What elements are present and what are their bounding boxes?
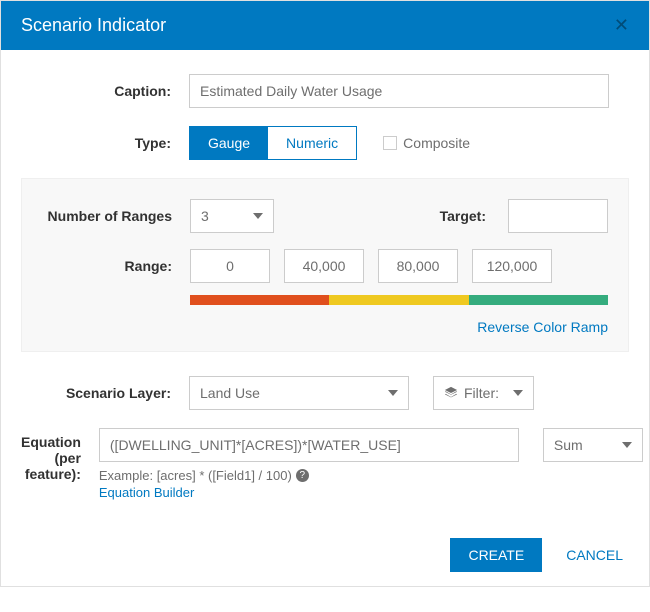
ranges-panel: Number of Ranges 3 Target: Range: (21, 178, 629, 352)
equation-row: Equation (per feature): Sum Example: [ac… (21, 428, 629, 500)
type-gauge-button[interactable]: Gauge (190, 127, 268, 159)
chevron-down-icon (513, 390, 523, 396)
composite-label: Composite (403, 135, 470, 151)
num-ranges-row: Number of Ranges 3 Target: (22, 199, 608, 233)
create-button[interactable]: CREATE (450, 538, 542, 572)
caption-row: Caption: (21, 74, 629, 108)
num-ranges-select[interactable]: 3 (190, 199, 274, 233)
chevron-down-icon (622, 442, 632, 448)
caption-label: Caption: (21, 83, 189, 99)
scenario-layer-row: Scenario Layer: Land Use Filter: (21, 376, 629, 410)
range-input-3[interactable] (472, 249, 552, 283)
range-input-1[interactable] (284, 249, 364, 283)
composite-checkbox-wrap[interactable]: Composite (383, 135, 470, 151)
num-ranges-value: 3 (201, 208, 209, 224)
aggregate-select[interactable]: Sum (543, 428, 643, 462)
type-numeric-button[interactable]: Numeric (268, 127, 356, 159)
num-ranges-label: Number of Ranges (22, 208, 190, 224)
ramp-segment-2 (469, 295, 608, 305)
caption-input[interactable] (189, 74, 609, 108)
reverse-ramp-link[interactable]: Reverse Color Ramp (190, 319, 608, 335)
filter-label: Filter: (464, 385, 499, 401)
range-input-0[interactable] (190, 249, 270, 283)
ramp-segment-0 (190, 295, 329, 305)
scenario-layer-select[interactable]: Land Use (189, 376, 409, 410)
dialog-header: Scenario Indicator ✕ (1, 1, 649, 50)
dialog-title: Scenario Indicator (21, 15, 166, 36)
equation-example: Example: [acres] * ([Field1] / 100) ? (99, 468, 643, 483)
equation-label: Equation (per feature): (21, 428, 99, 482)
ramp-row: Reverse Color Ramp (22, 291, 608, 335)
color-ramp (190, 295, 608, 305)
range-row: Range: (22, 249, 608, 283)
help-icon[interactable]: ? (296, 469, 309, 482)
layers-icon (444, 386, 458, 400)
scenario-layer-label: Scenario Layer: (21, 385, 189, 401)
composite-checkbox[interactable] (383, 136, 397, 150)
ramp-segment-1 (329, 295, 468, 305)
type-toggle: Gauge Numeric (189, 126, 357, 160)
type-label: Type: (21, 135, 189, 151)
range-input-2[interactable] (378, 249, 458, 283)
range-label: Range: (22, 258, 190, 274)
scenario-layer-value: Land Use (200, 385, 260, 401)
chevron-down-icon (253, 213, 263, 219)
aggregate-value: Sum (554, 437, 583, 453)
cancel-button[interactable]: CANCEL (560, 546, 629, 564)
equation-input[interactable] (99, 428, 519, 462)
target-input[interactable] (508, 199, 608, 233)
chevron-down-icon (388, 390, 398, 396)
type-row: Type: Gauge Numeric Composite (21, 126, 629, 160)
scenario-indicator-dialog: Scenario Indicator ✕ Caption: Type: Gaug… (0, 0, 650, 587)
equation-builder-link[interactable]: Equation Builder (99, 485, 643, 500)
dialog-body: Caption: Type: Gauge Numeric Composite (1, 50, 649, 524)
target-label: Target: (274, 208, 498, 224)
close-icon[interactable]: ✕ (614, 15, 629, 36)
dialog-footer: CREATE CANCEL (1, 524, 649, 586)
filter-button[interactable]: Filter: (433, 376, 534, 410)
